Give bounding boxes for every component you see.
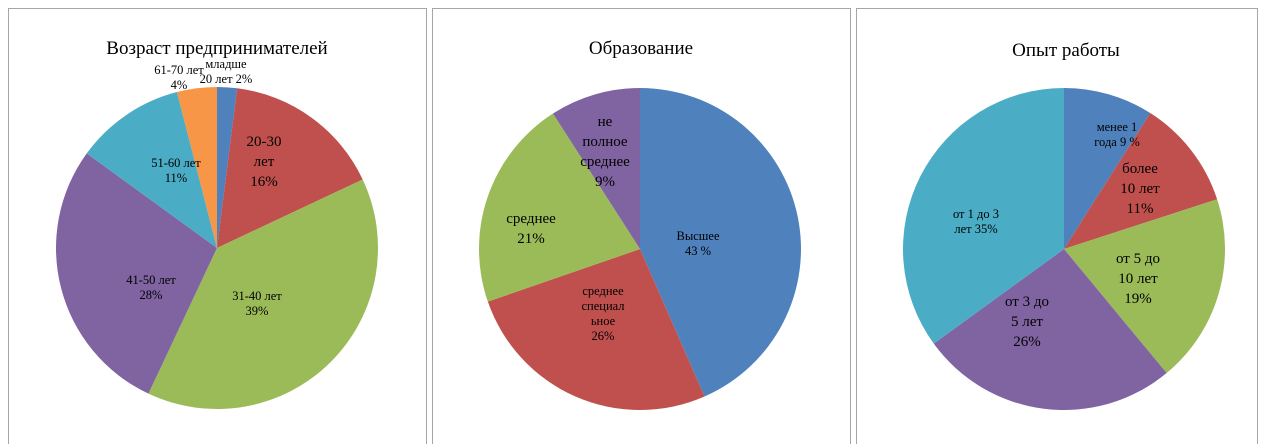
slice-label-line: 4% bbox=[171, 78, 188, 92]
slice-label-line: лет 35% bbox=[954, 222, 997, 236]
pie-slice bbox=[1064, 199, 1225, 374]
slice-label: от 3 до 5 лет 26% bbox=[1005, 294, 1049, 350]
pie-slice bbox=[56, 153, 218, 394]
slice-label-line: 9% bbox=[595, 174, 615, 190]
slice-label: 20-30 лет 16% bbox=[247, 134, 282, 190]
slice-label: 61-70 лет 4% bbox=[154, 63, 204, 92]
slice-label: не полное среднее 9% bbox=[580, 114, 630, 190]
slice-label-line: менее 1 bbox=[1097, 120, 1138, 134]
age-chart-panel: Возраст предпринимателей младше 20 лет 2%… bbox=[8, 8, 427, 444]
slice-label-line: 41-50 лет bbox=[126, 273, 176, 287]
slice-label: 31-40 лет 39% bbox=[232, 289, 282, 318]
slice-label-line: 21% bbox=[517, 231, 545, 247]
slice-label-line: Высшее bbox=[676, 229, 719, 243]
slice-label-line: 11% bbox=[165, 171, 187, 185]
pie-slice bbox=[933, 249, 1167, 410]
slice-label-line: более bbox=[1122, 161, 1158, 177]
pie-slice bbox=[217, 88, 363, 249]
slice-label: менее 1 года 9 % bbox=[1094, 120, 1140, 149]
slice-label: младше 20 лет 2% bbox=[200, 57, 253, 86]
slice-label-line: 10 лет bbox=[1118, 271, 1158, 287]
slice-label-line: не bbox=[598, 114, 613, 130]
chart-title: Возраст предпринимателей bbox=[106, 38, 327, 59]
slice-label-line: 31-40 лет bbox=[232, 289, 282, 303]
slice-label-line: 20-30 bbox=[247, 134, 282, 150]
slice-label-line: 39% bbox=[246, 304, 269, 318]
pie-slice bbox=[903, 88, 1064, 344]
slice-label-line: лет bbox=[254, 154, 275, 170]
slice-label-line: от 1 до 3 bbox=[953, 207, 999, 221]
slice-label: среднее 21% bbox=[506, 211, 556, 247]
slice-label-line: 61-70 лет bbox=[154, 63, 204, 77]
pie-slice bbox=[86, 92, 217, 248]
chart-title: Образование bbox=[589, 38, 693, 59]
slice-label-line: 10 лет bbox=[1120, 181, 1160, 197]
slice-label: от 1 до 3 лет 35% bbox=[953, 207, 999, 236]
slice-label: 41-50 лет 28% bbox=[126, 273, 176, 302]
pie-slice bbox=[148, 179, 379, 410]
pie-slice bbox=[640, 88, 801, 397]
slice-label-line: среднее bbox=[506, 211, 556, 227]
slice-label-line: 11% bbox=[1127, 201, 1154, 217]
pie-slice bbox=[478, 113, 640, 302]
slice-label-line: 43 % bbox=[685, 244, 711, 258]
slice-label: от 5 до 10 лет 19% bbox=[1116, 251, 1160, 307]
slice-label-line: младше bbox=[205, 57, 247, 71]
slice-label-line: 51-60 лет bbox=[151, 156, 201, 170]
slice-label-line: 28% bbox=[140, 288, 163, 302]
slice-label-line: полное bbox=[582, 134, 628, 150]
slice-label: среднее специал ьное 26% bbox=[581, 284, 624, 343]
slice-label-line: 5 лет bbox=[1011, 314, 1043, 330]
experience-chart-panel: Опыт работы менее 1 года 9 % более 10 лет 11… bbox=[856, 8, 1258, 444]
chart-title: Опыт работы bbox=[1012, 40, 1120, 61]
slice-label-line: 20 лет 2% bbox=[200, 72, 253, 86]
pie-slice bbox=[487, 249, 705, 410]
slice-label-line: ьное bbox=[591, 314, 616, 328]
slice-label-line: специал bbox=[581, 299, 624, 313]
age-pie-chart: Возраст предпринимателей младше 20 лет 2%… bbox=[56, 38, 379, 410]
slice-label: более 10 лет 11% bbox=[1120, 161, 1160, 217]
slice-label-line: 26% bbox=[592, 329, 615, 343]
slice-label-line: среднее bbox=[582, 284, 624, 298]
experience-pie-chart: Опыт работы менее 1 года 9 % более 10 лет 11… bbox=[903, 40, 1225, 410]
pie-slice bbox=[1064, 113, 1218, 249]
education-chart-panel: Образование Высшее 43 % среднее специал ьное… bbox=[432, 8, 851, 444]
slice-label-line: от 5 до bbox=[1116, 251, 1160, 267]
pie-slice bbox=[1064, 88, 1151, 249]
slice-label-line: года 9 % bbox=[1094, 135, 1140, 149]
slice-label-line: 16% bbox=[250, 174, 278, 190]
slice-label: 51-60 лет 11% bbox=[151, 156, 201, 185]
slice-label-line: 26% bbox=[1013, 334, 1041, 350]
pie-slice bbox=[217, 87, 238, 248]
slice-label-line: среднее bbox=[580, 154, 630, 170]
pie-slice bbox=[176, 87, 217, 248]
education-pie-chart: Образование Высшее 43 %среднее специал ьное… bbox=[478, 38, 801, 410]
pie-slice bbox=[552, 88, 640, 249]
slice-label-line: от 3 до bbox=[1005, 294, 1049, 310]
slice-label-line: 19% bbox=[1124, 291, 1152, 307]
slice-label: Высшее 43 % bbox=[676, 229, 719, 258]
